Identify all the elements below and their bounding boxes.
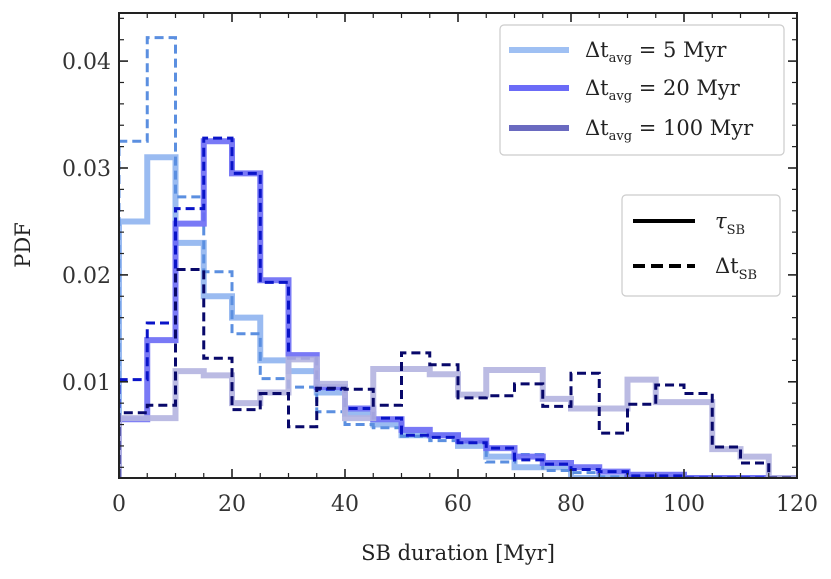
ticks-layer: 0 20 40 60 80 100 120 0.01 0.02 0.03 0.04 (62, 13, 818, 517)
y-tick-label: 0.03 (62, 157, 111, 182)
legend-style-label-tau: τSB (715, 209, 745, 238)
y-axis-label: PDF (11, 222, 35, 268)
x-axis-label: SB duration [Myr] (361, 541, 555, 565)
x-tick-label: 40 (331, 492, 359, 517)
series-4-solid-step (119, 356, 797, 478)
legend-color-label-1: Δtavg = 20 Myr (585, 76, 741, 104)
series-1-dashed-step (119, 36, 797, 478)
x-tick-label: 80 (557, 492, 585, 517)
y-tick-label: 0.01 (62, 371, 111, 396)
legend-color: Δtavg = 5 Myr Δtavg = 20 Myr Δtavg = 100… (499, 24, 785, 156)
x-tick-label: 120 (776, 492, 818, 517)
series-2-solid-step (119, 138, 797, 478)
y-tick-label: 0.04 (62, 50, 111, 75)
x-tick-label: 60 (444, 492, 472, 517)
series-5-dashed-step (119, 268, 797, 478)
legend-color-box (499, 24, 785, 156)
legend-style: τSB ΔtSB (621, 194, 781, 297)
y-tick-label: 0.02 (62, 264, 111, 289)
legend-color-label-0: Δtavg = 5 Myr (585, 38, 727, 66)
legend-color-label-2: Δtavg = 100 Myr (585, 116, 754, 144)
x-tick-label: 0 (112, 492, 126, 517)
x-tick-label: 100 (663, 492, 705, 517)
x-tick-label: 20 (218, 492, 246, 517)
legend-style-label-dt: ΔtSB (715, 254, 757, 283)
series-3-dashed-step (119, 136, 797, 478)
